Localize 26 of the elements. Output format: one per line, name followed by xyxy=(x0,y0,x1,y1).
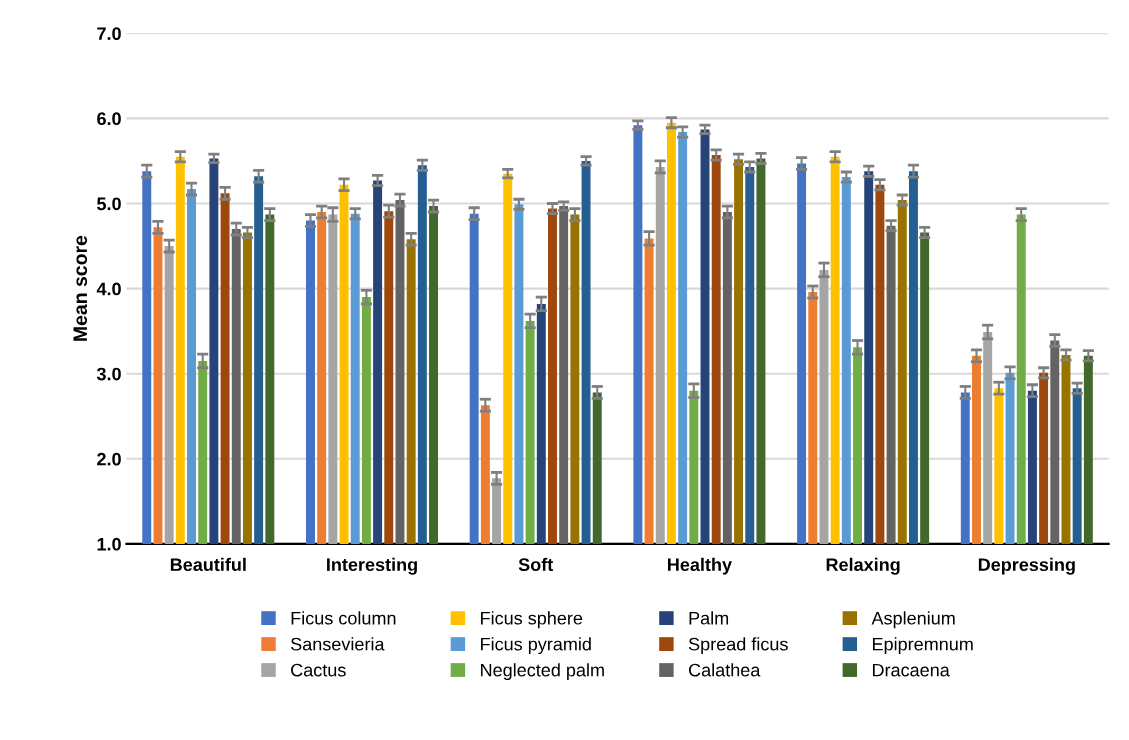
y-tick-label: 1.0 xyxy=(97,537,121,551)
y-tick-label: 6.0 xyxy=(97,112,121,126)
y-tick-label: 3.0 xyxy=(96,367,121,381)
legend-label: Epipremnum xyxy=(872,637,973,655)
x-tick-label: Interesting xyxy=(327,557,417,575)
legend-label: Dracaena xyxy=(872,663,950,677)
legend-label: Calathea xyxy=(689,663,761,677)
y-tick-label: 4.0 xyxy=(96,282,121,296)
legend-label: Ficus column xyxy=(291,611,396,625)
y-tick-label: 2.0 xyxy=(97,452,121,466)
x-tick-label: Soft xyxy=(518,557,554,572)
legend-label: Spread ficus xyxy=(688,637,788,655)
legend-label: Sansevieria xyxy=(290,637,385,651)
x-tick-label: Beautiful xyxy=(170,557,246,572)
legend-label: Palm xyxy=(689,611,729,625)
legend-label: Asplenium xyxy=(871,611,955,629)
y-tick-label: 5.0 xyxy=(97,197,121,211)
x-tick-label: Depressing xyxy=(978,557,1075,575)
y-axis-title: Mean score xyxy=(73,235,88,341)
legend-label: Cactus xyxy=(291,663,346,677)
legend-label: Ficus sphere xyxy=(481,611,583,629)
y-tick-label: 7.0 xyxy=(97,27,121,41)
legend-label: Ficus pyramid xyxy=(481,637,591,655)
legend-label: Neglected palm xyxy=(481,663,604,681)
x-tick-label: Healthy xyxy=(668,557,732,575)
x-tick-label: Relaxing xyxy=(826,557,900,575)
